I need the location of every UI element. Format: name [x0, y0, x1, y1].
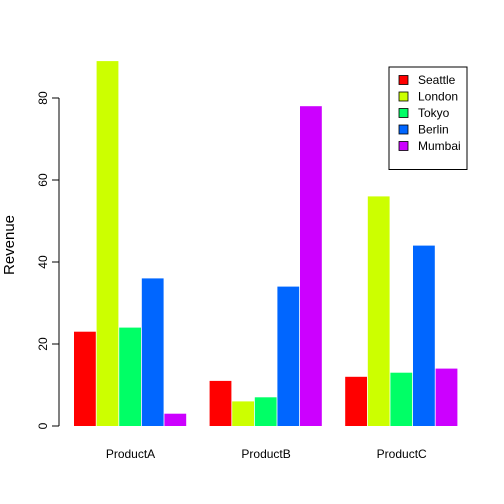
legend-swatch-london — [398, 91, 409, 102]
y-tick-label: 60 — [36, 173, 50, 187]
bar-productc-london — [367, 196, 390, 426]
y-tick-label: 20 — [36, 337, 50, 351]
legend-label-seattle: Seattle — [418, 73, 456, 87]
bar-producta-berlin — [141, 278, 164, 426]
legend-label-london: London — [418, 90, 458, 104]
bars-group — [74, 61, 458, 426]
legend-swatch-tokyo — [398, 108, 409, 118]
bar-producta-london — [96, 61, 119, 426]
y-axis: 0 20 40 60 80 — [36, 91, 60, 429]
y-tick-label: 0 — [36, 422, 50, 429]
bar-productb-tokyo — [254, 397, 277, 426]
bar-productb-seattle — [209, 380, 232, 426]
x-axis-labels: ProductA ProductB ProductC — [106, 447, 427, 461]
legend-label-mumbai: Mumbai — [418, 139, 461, 153]
bar-productc-seattle — [345, 376, 367, 426]
bar-producta-tokyo — [119, 327, 141, 426]
bar-productb-london — [232, 401, 254, 426]
legend-label-berlin: Berlin — [418, 123, 449, 137]
bar-productc-tokyo — [390, 372, 413, 426]
y-tick-label: 40 — [36, 255, 50, 269]
bar-productb-berlin — [277, 286, 300, 426]
legend-swatch-mumbai — [398, 141, 409, 151]
y-axis-title: Revenue — [1, 215, 18, 275]
y-tick-label: 80 — [36, 91, 50, 105]
legend-label-tokyo: Tokyo — [418, 106, 450, 120]
bar-productb-mumbai — [300, 106, 322, 426]
bar-productc-mumbai — [435, 368, 458, 426]
bar-productc-berlin — [413, 245, 435, 426]
legend: Seattle London Tokyo Berlin Mumbai — [388, 66, 468, 170]
x-tick-label: ProductA — [106, 447, 155, 461]
x-tick-label: ProductC — [377, 447, 427, 461]
bar-producta-seattle — [74, 331, 96, 426]
legend-swatch-seattle — [398, 75, 409, 85]
x-tick-label: ProductB — [241, 447, 290, 461]
legend-swatch-berlin — [398, 124, 409, 135]
bar-producta-mumbai — [164, 413, 187, 426]
